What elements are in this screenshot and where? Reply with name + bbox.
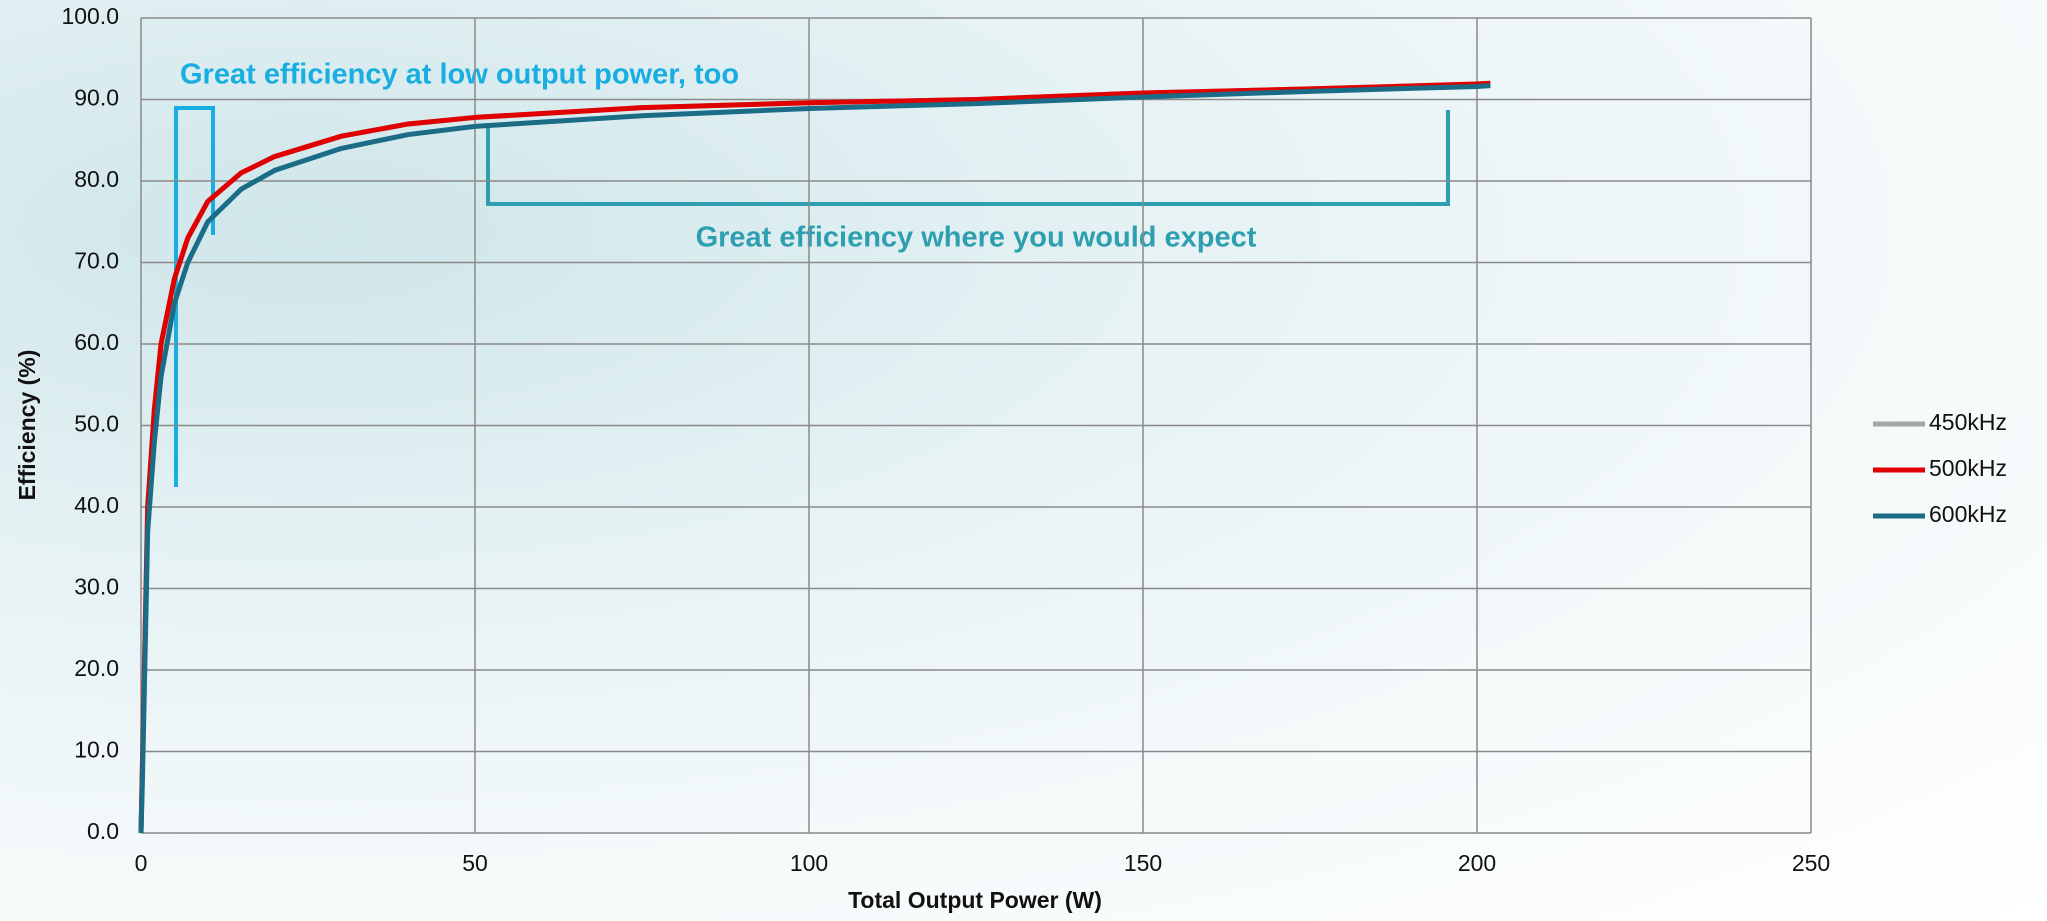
series-line bbox=[138, 83, 1491, 834]
annotation: Great efficiency at low output power, to… bbox=[180, 59, 739, 91]
bracket bbox=[174, 106, 215, 487]
series-line bbox=[138, 80, 1491, 834]
y-tick-label: 20.0 bbox=[74, 655, 119, 681]
y-tick-label: 80.0 bbox=[74, 166, 119, 192]
x-tick-label: 150 bbox=[1124, 850, 1162, 876]
y-tick-label: 10.0 bbox=[74, 737, 119, 763]
x-tick-label: 0 bbox=[135, 850, 148, 876]
legend-label: 450kHz bbox=[1929, 409, 2007, 435]
y-tick-label: 90.0 bbox=[74, 85, 119, 111]
y-tick-label: 50.0 bbox=[74, 411, 119, 437]
legend-label: 500kHz bbox=[1929, 455, 2007, 481]
y-tick-label: 0.0 bbox=[87, 818, 119, 844]
y-axis-label: Efficiency (%) bbox=[14, 350, 40, 501]
x-axis-label: Total Output Power (W) bbox=[848, 887, 1102, 913]
bracket bbox=[486, 110, 1450, 206]
x-tick-label: 50 bbox=[462, 850, 488, 876]
legend-label: 600kHz bbox=[1929, 501, 2007, 527]
y-tick-label: 60.0 bbox=[74, 329, 119, 355]
x-tick-label: 200 bbox=[1458, 850, 1496, 876]
y-tick-label: 40.0 bbox=[74, 492, 119, 518]
annotation: Great efficiency where you would expect bbox=[696, 222, 1257, 254]
x-tick-label: 250 bbox=[1792, 850, 1830, 876]
y-tick-label: 100.0 bbox=[61, 3, 119, 29]
y-tick-label: 30.0 bbox=[74, 574, 119, 600]
x-tick-label: 100 bbox=[790, 850, 828, 876]
series-line bbox=[138, 80, 1491, 834]
y-tick-label: 70.0 bbox=[74, 248, 119, 274]
